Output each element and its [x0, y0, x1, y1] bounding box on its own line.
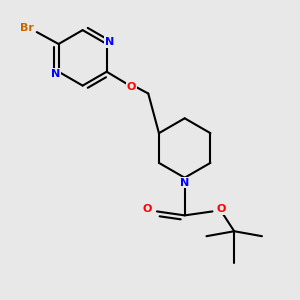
Text: O: O [127, 82, 136, 92]
Text: O: O [142, 204, 152, 214]
Text: N: N [51, 69, 60, 79]
Text: Br: Br [20, 23, 34, 33]
Text: N: N [180, 178, 189, 188]
Text: N: N [105, 37, 114, 47]
Text: O: O [217, 204, 226, 214]
